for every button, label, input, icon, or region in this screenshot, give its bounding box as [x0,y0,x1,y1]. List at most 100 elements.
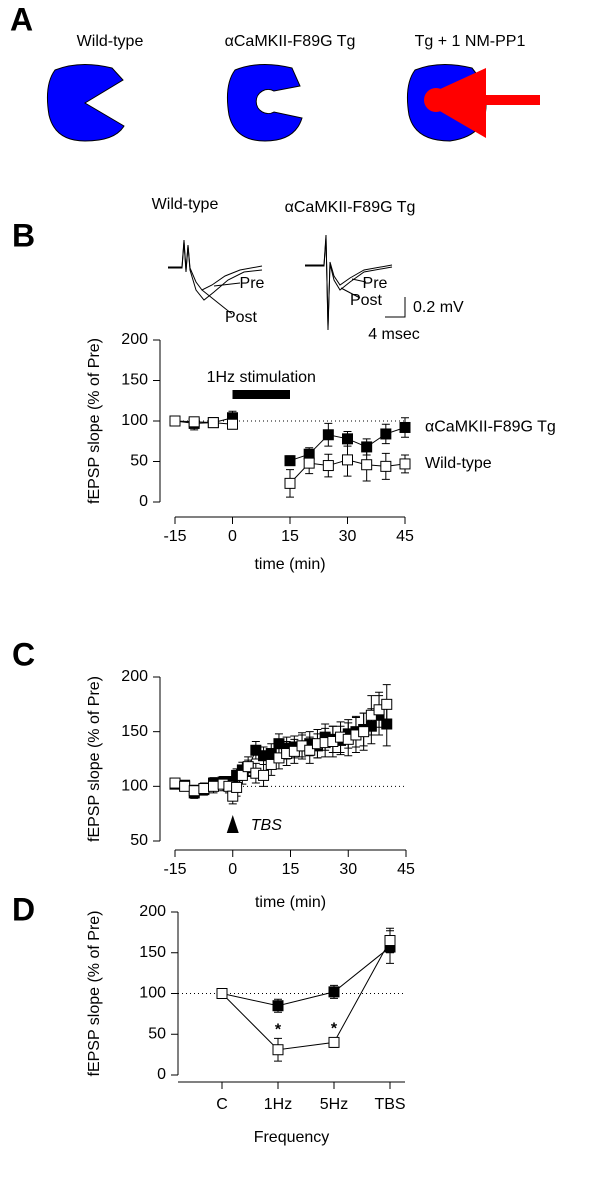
data-point [188,785,200,797]
significance-mark: * [331,1021,338,1038]
trace [168,241,263,301]
series-line [221,946,391,1007]
inhibitor-wedge [438,68,486,138]
traces [168,234,406,331]
data-point [179,780,191,792]
trace-pointer [351,278,367,283]
data-point [272,1000,284,1012]
data-point [328,1036,340,1048]
panel-letter: C [12,636,35,672]
y-tick-label: 100 [139,985,166,1002]
data-point [265,758,277,770]
data-point [169,777,181,789]
enzyme-shape [47,64,125,142]
y-tick-label: 100 [121,778,148,795]
data-point [207,417,219,429]
significance-mark: * [275,1022,282,1039]
y-tick-label: 0 [157,1066,166,1083]
y-axis-label: fEPSP slope (% of Pre) [86,338,103,504]
x-axis-label: time (min) [255,894,326,911]
data-point [272,1044,284,1056]
y-tick-label: 50 [130,832,148,849]
data-point [303,457,315,469]
scale-bar [385,297,406,318]
y-tick-label: 50 [148,1025,166,1042]
scale-label: 4 msec [368,326,420,343]
x-tick-label: 1Hz [264,1096,292,1113]
panel-letter: B [12,217,35,253]
trace-label: Post [225,309,258,326]
series-line [174,703,388,798]
data-point [227,418,238,430]
x-tick-label: 0 [228,861,237,878]
trace-label: αCaMKII-F89G Tg [285,199,416,216]
enzyme-label: Tg + 1 NM-PP1 [415,33,526,50]
trace-label: Post [350,292,383,309]
y-tick-label: 100 [121,412,148,429]
data-point [304,744,316,756]
data-point [231,781,243,793]
data-point [242,761,254,773]
inhibitor-head [424,88,448,112]
legend-label: αCaMKII-F89G Tg [425,419,556,436]
y-tick-label: 200 [121,331,148,348]
y-tick-label: 50 [130,453,148,470]
x-tick-label: TBS [374,1096,405,1113]
data-point [380,428,392,440]
y-tick-label: 200 [121,668,148,685]
x-tick-label: 30 [339,861,357,878]
x-tick-label: 15 [281,528,299,545]
data-point [399,458,411,470]
x-tick-label: C [216,1096,228,1113]
inhibitor-bar [470,95,540,105]
x-axis-label: Frequency [254,1129,330,1146]
x-tick-label: -15 [163,528,186,545]
data-point [384,935,396,947]
data-point [188,416,200,428]
legend-label: Wild-type [425,455,492,472]
enzyme-label: Wild-type [77,33,144,50]
scale-label: 0.2 mV [413,299,464,316]
trace-pointer [201,289,233,315]
data-point [322,460,334,472]
x-tick-label: -15 [163,861,186,878]
x-axis-label: time (min) [254,556,325,573]
data-point [380,460,392,472]
y-tick-label: 0 [139,493,148,510]
data-point [342,454,353,466]
event-arrow [226,815,239,833]
y-tick-label: 150 [139,944,166,961]
trace-pointer [213,282,241,287]
data-point [284,477,296,489]
x-tick-label: 30 [339,528,357,545]
series-line [221,940,391,1051]
x-tick-label: 15 [282,861,300,878]
y-tick-label: 150 [121,723,148,740]
data-point [216,988,228,999]
data-point [361,459,373,471]
event-label: TBS [251,817,282,834]
enzyme-label: αCaMKII-F89G Tg [225,33,356,50]
panel-letter: A [10,1,33,37]
data-point [399,421,411,433]
data-point [236,769,248,781]
data-point [322,429,334,441]
y-tick-label: 150 [121,372,148,389]
enzyme-shape [227,64,303,142]
data-point [381,698,393,710]
data-point [208,780,219,792]
x-tick-label: 45 [397,861,415,878]
trace-label: Pre [363,275,388,292]
stimulation-label: 1Hz stimulation [207,369,316,386]
data-point [169,415,181,427]
data-point [328,986,340,998]
stimulation-bar [232,390,290,399]
data-point [342,433,353,445]
data-point [284,455,296,467]
data-point [198,783,210,795]
data-point [258,769,270,781]
data-point [358,726,370,738]
y-tick-label: 200 [139,903,166,920]
